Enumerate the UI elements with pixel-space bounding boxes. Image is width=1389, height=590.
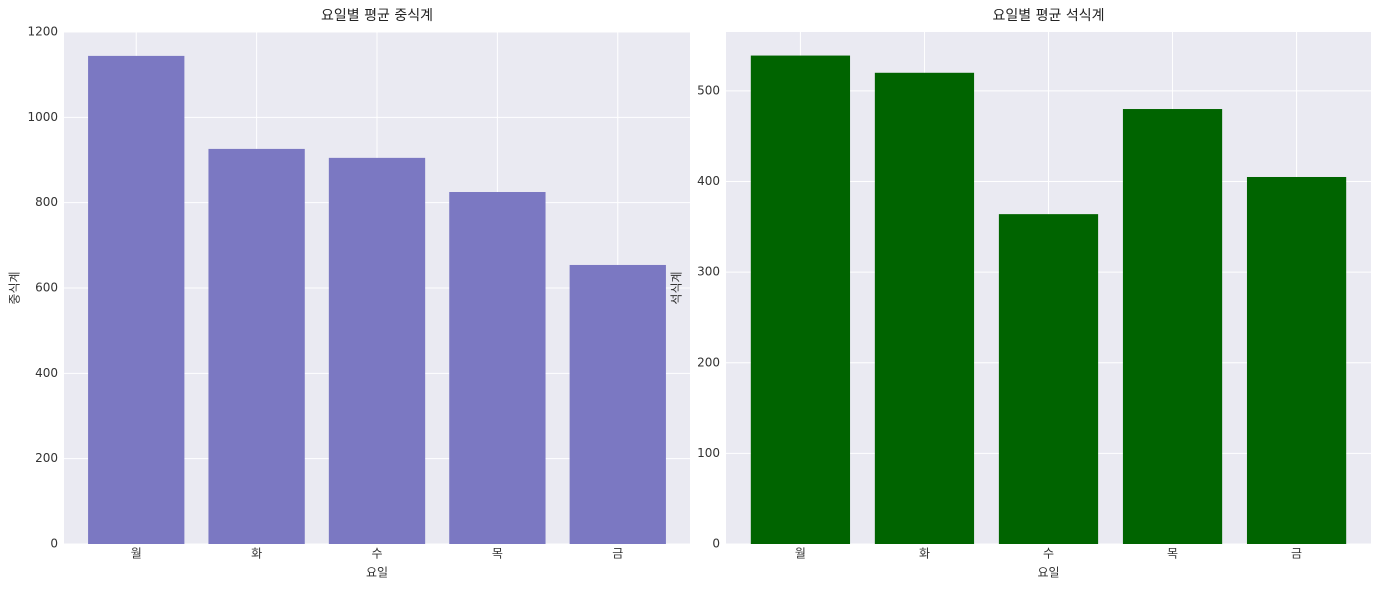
x-tick-label: 수 bbox=[1043, 547, 1054, 561]
y-tick-label: 800 bbox=[35, 195, 58, 209]
bar bbox=[328, 157, 426, 544]
x-tick-label: 화 bbox=[919, 547, 930, 561]
chart-title: 요일별 평균 중식계 bbox=[321, 8, 433, 24]
y-tick-label: 1000 bbox=[27, 110, 58, 124]
y-tick-label: 200 bbox=[35, 451, 58, 465]
x-tick-label: 금 bbox=[1291, 547, 1302, 561]
x-tick-label: 목 bbox=[492, 547, 503, 561]
y-tick-label: 0 bbox=[50, 537, 58, 551]
y-tick-label: 400 bbox=[35, 366, 58, 380]
y-tick-label: 100 bbox=[697, 446, 720, 460]
bar bbox=[1122, 109, 1223, 544]
y-tick-label: 500 bbox=[697, 83, 720, 97]
bar bbox=[569, 264, 666, 544]
y-tick-label: 1200 bbox=[27, 25, 58, 39]
bar bbox=[88, 55, 185, 544]
y-tick-label: 600 bbox=[35, 281, 58, 295]
x-tick-label: 월 bbox=[795, 547, 806, 561]
chart-title: 요일별 평균 석식계 bbox=[993, 8, 1105, 24]
y-axis-label: 중식계 bbox=[8, 271, 22, 304]
y-tick-label: 400 bbox=[697, 174, 720, 188]
x-tick-label: 월 bbox=[131, 547, 142, 561]
y-axis-label: 석식계 bbox=[670, 271, 684, 304]
bar bbox=[998, 214, 1099, 544]
bar bbox=[750, 55, 851, 544]
y-tick-label: 200 bbox=[697, 355, 720, 369]
x-axis-label: 요일 bbox=[366, 566, 388, 580]
y-tick-label: 300 bbox=[697, 265, 720, 279]
x-tick-label: 목 bbox=[1167, 547, 1178, 561]
x-tick-label: 수 bbox=[371, 547, 382, 561]
x-tick-label: 금 bbox=[612, 547, 623, 561]
bar bbox=[449, 192, 546, 544]
bar bbox=[1246, 176, 1347, 544]
bar bbox=[874, 72, 975, 545]
x-tick-label: 화 bbox=[251, 547, 262, 561]
y-tick-label: 0 bbox=[712, 537, 720, 551]
x-axis-label: 요일 bbox=[1037, 566, 1059, 580]
bar bbox=[208, 148, 305, 544]
